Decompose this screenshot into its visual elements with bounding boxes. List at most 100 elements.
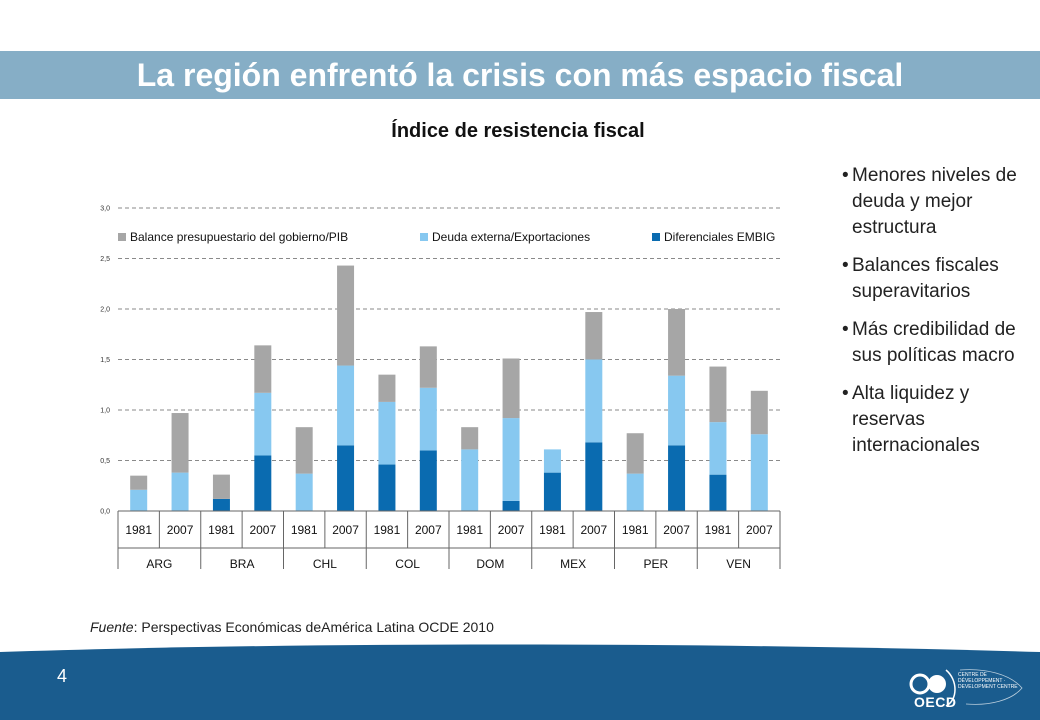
x-year-label: 2007	[498, 523, 525, 537]
bar-segment	[419, 450, 437, 511]
x-year-label: 2007	[580, 523, 607, 537]
bar-segment	[709, 366, 727, 423]
y-tick-label: 0,0	[100, 509, 110, 516]
x-year-label: 2007	[746, 523, 773, 537]
x-group-label: DOM	[476, 557, 504, 571]
x-year-label: 1981	[374, 523, 401, 537]
bar-segment	[502, 418, 520, 501]
bar-segment	[378, 401, 396, 465]
x-year-label: 1981	[456, 523, 483, 537]
source-label: Fuente	[90, 619, 134, 635]
bullet-item: • Más credibilidad de sus políticas macro	[842, 319, 1016, 366]
x-year-label: 1981	[622, 523, 649, 537]
y-tick-label: 0,5	[100, 458, 110, 465]
bar-segment	[130, 489, 148, 511]
chart-bars	[130, 265, 768, 511]
x-year-label: 2007	[663, 523, 690, 537]
y-tick-label: 1,5	[100, 357, 110, 364]
bar-segment	[419, 346, 437, 388]
bar-segment	[461, 449, 479, 511]
bar-segment	[337, 265, 355, 366]
centre-logo-text: CENTRE DE DÉVELOPPEMENT · DEVELOPMENT CE…	[958, 672, 1018, 690]
bar-segment	[171, 472, 189, 511]
bar-segment	[212, 474, 230, 499]
bar-segment	[295, 473, 313, 511]
x-year-label: 1981	[291, 523, 318, 537]
y-tick-label: 3,0	[100, 206, 110, 213]
x-year-label: 1981	[208, 523, 235, 537]
bar-segment	[378, 464, 396, 511]
legend-label: Balance presupuestario del gobierno/PIB	[130, 230, 348, 244]
bullet-dot-icon: •	[842, 255, 849, 276]
bar-segment	[626, 473, 644, 511]
x-year-label: 2007	[249, 523, 276, 537]
page-number: 4	[57, 666, 68, 686]
bar-segment	[171, 413, 189, 473]
bar-segment	[585, 359, 603, 443]
bar-segment	[585, 442, 603, 511]
chart-title: Índice de resistencia fiscal	[391, 120, 645, 142]
bar-segment	[668, 445, 686, 511]
bar-segment	[750, 390, 768, 435]
x-group-label: ARG	[146, 557, 172, 571]
bar-segment	[709, 422, 727, 475]
bar-segment	[626, 433, 644, 474]
bar-segment	[668, 309, 686, 376]
bar-segment	[254, 455, 272, 511]
bar-segment	[337, 445, 355, 511]
footer-band	[0, 644, 1040, 720]
x-group-label: PER	[644, 557, 669, 571]
oecd-logo-icon	[909, 669, 1023, 707]
bar-segment	[585, 312, 603, 360]
bar-segment	[750, 434, 768, 511]
x-group-label: CHL	[313, 557, 337, 571]
x-group-label: BRA	[230, 557, 255, 571]
bullet-item: • Alta liquidez y reservas internacionale…	[842, 383, 980, 456]
x-group-label: VEN	[726, 557, 751, 571]
bullet-list: • Menores niveles de deuda y mejor estruc…	[842, 163, 1032, 471]
bar-segment	[254, 392, 272, 456]
x-year-label: 2007	[332, 523, 359, 537]
bar-segment	[709, 474, 727, 511]
x-year-label: 1981	[125, 523, 152, 537]
x-year-label: 2007	[415, 523, 442, 537]
bullet-dot-icon: •	[842, 383, 849, 404]
legend-swatch	[118, 233, 126, 241]
bar-segment	[461, 427, 479, 450]
bar-segment	[543, 449, 561, 473]
bar-segment	[337, 365, 355, 446]
bullet-dot-icon: •	[842, 165, 849, 186]
x-group-label: MEX	[560, 557, 586, 571]
chart-axis: 0,0 0,5 1,0 1,5 2,0 2,5 3,0 1981 2007 1981 2007 198…	[100, 206, 781, 571]
chart-legend: Balance presupuestario del gobierno/PIB D…	[118, 230, 775, 244]
source-note: Fuente: Perspectivas Económicas deAméric…	[90, 619, 494, 635]
slide-title: La región enfrentó la crisis con más esp…	[136, 57, 904, 93]
bullet-item: • Menores niveles de deuda y mejor estruc…	[842, 165, 1017, 238]
legend-swatch	[652, 233, 660, 241]
chart-grid	[118, 207, 780, 461]
bar-segment	[419, 387, 437, 451]
bullet-dot-icon: •	[842, 319, 849, 340]
bar-segment	[212, 498, 230, 511]
x-year-label: 1981	[539, 523, 566, 537]
x-year-label: 1981	[705, 523, 732, 537]
bar-segment	[295, 427, 313, 474]
y-tick-label: 1,0	[100, 408, 110, 415]
legend-label: Deuda externa/Exportaciones	[432, 230, 590, 244]
title-band	[0, 51, 1040, 99]
bar-segment	[378, 374, 396, 402]
bar-segment	[543, 472, 561, 511]
bar-segment	[254, 345, 272, 393]
legend-swatch	[420, 233, 428, 241]
y-tick-label: 2,0	[100, 307, 110, 314]
bar-segment	[502, 358, 520, 419]
oecd-logo-text: OECD	[914, 694, 957, 710]
bullet-item: • Balances fiscales superavitarios	[842, 255, 999, 302]
bar-segment	[130, 475, 148, 490]
bar-segment	[502, 500, 520, 511]
bar-segment	[668, 375, 686, 446]
source-text: : Perspectivas Económicas deAmérica Lati…	[133, 619, 494, 635]
x-group-label: COL	[395, 557, 420, 571]
legend-label: Diferenciales EMBIG	[664, 230, 775, 244]
